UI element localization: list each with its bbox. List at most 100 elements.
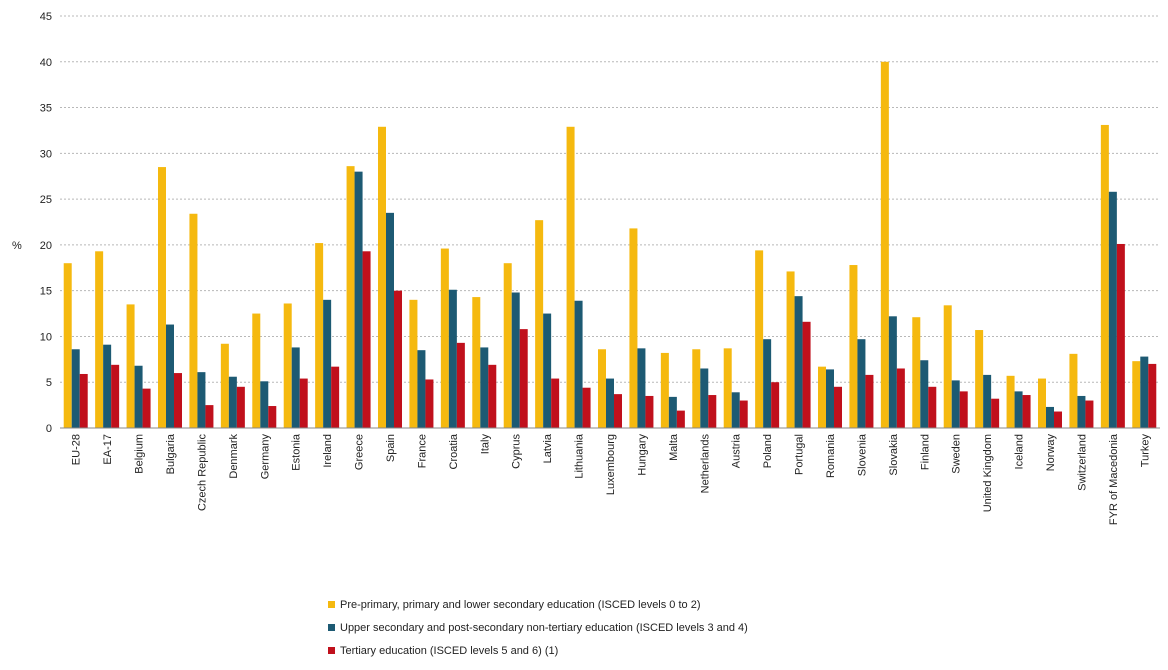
bar xyxy=(315,243,324,428)
legend-swatch-icon xyxy=(328,624,335,631)
bar xyxy=(1132,361,1141,428)
x-tick-label: Ireland xyxy=(322,434,334,468)
bar xyxy=(975,330,984,428)
bar xyxy=(417,350,426,428)
bar xyxy=(857,339,866,428)
bar xyxy=(1108,191,1117,428)
bar xyxy=(166,324,174,428)
x-tick-label: EU-28 xyxy=(71,434,83,465)
bar xyxy=(503,263,512,428)
bar xyxy=(346,166,355,428)
bar xyxy=(174,373,182,428)
x-tick-label: Turkey xyxy=(1139,434,1151,468)
bar xyxy=(1054,411,1062,428)
bar xyxy=(1046,406,1054,428)
bar xyxy=(189,213,198,428)
bar xyxy=(543,313,552,428)
y-tick-label: 10 xyxy=(40,331,52,343)
bar xyxy=(519,329,528,428)
bar xyxy=(448,289,457,428)
y-tick-label: 45 xyxy=(40,11,52,23)
legend-item-lower-secondary: Pre-primary, primary and lower secondary… xyxy=(328,597,748,612)
bar xyxy=(134,365,143,428)
x-tick-label: Malta xyxy=(668,433,680,461)
bar xyxy=(614,394,622,428)
bar xyxy=(637,348,646,428)
y-tick-label: 40 xyxy=(40,57,52,69)
bar xyxy=(126,304,135,428)
bar xyxy=(951,380,960,428)
bar xyxy=(535,220,544,428)
bar xyxy=(299,378,308,428)
x-tick-label: Netherlands xyxy=(699,434,711,494)
x-tick-label: Bulgaria xyxy=(165,433,177,474)
bar xyxy=(440,248,449,428)
legend-label: Tertiary education (ISCED levels 5 and 6… xyxy=(340,644,559,657)
bar xyxy=(362,251,371,428)
bar xyxy=(880,61,889,429)
bar xyxy=(158,167,166,429)
x-tick-label: Iceland xyxy=(1014,434,1026,469)
x-tick-label: FYR of Macedonia xyxy=(1108,433,1120,525)
bar xyxy=(802,321,811,428)
legend-label: Upper secondary and post-secondary non-t… xyxy=(340,621,748,634)
bar xyxy=(771,382,780,428)
x-tick-label: Estonia xyxy=(291,433,303,471)
x-tick-label: Greece xyxy=(354,434,366,470)
x-tick-label: Slovakia xyxy=(888,433,900,475)
bar xyxy=(849,265,858,428)
x-tick-label: Italy xyxy=(479,434,491,455)
bar xyxy=(723,348,732,428)
bar xyxy=(551,378,560,428)
bar xyxy=(826,369,834,428)
bar xyxy=(991,398,1000,428)
bar xyxy=(755,250,764,428)
legend-swatch-icon xyxy=(328,601,335,608)
bar xyxy=(354,171,363,428)
bar xyxy=(1006,375,1015,428)
x-tick-label: Portugal xyxy=(794,434,806,475)
bar xyxy=(331,366,340,428)
x-tick-label: Czech Republic xyxy=(196,434,208,512)
bar xyxy=(1022,395,1031,428)
x-tick-label: Cyprus xyxy=(511,434,523,469)
bar xyxy=(1014,391,1023,428)
x-tick-label: Croatia xyxy=(448,433,460,469)
bar xyxy=(943,305,952,428)
bar xyxy=(692,349,701,428)
bar xyxy=(676,410,685,428)
bar xyxy=(103,344,112,428)
bar xyxy=(928,386,937,428)
legend-item-upper-secondary: Upper secondary and post-secondary non-t… xyxy=(328,620,748,635)
bar xyxy=(645,395,654,428)
gridlines xyxy=(60,15,1160,383)
bar xyxy=(79,373,88,428)
x-tick-label: EA-17 xyxy=(102,434,114,465)
x-tick-label: Austria xyxy=(731,433,743,468)
y-tick-label: 30 xyxy=(40,148,52,160)
bar xyxy=(252,313,261,428)
bar xyxy=(394,290,402,428)
bar xyxy=(472,297,481,428)
bar xyxy=(142,388,151,428)
legend-label: Pre-primary, primary and lower secondary… xyxy=(340,598,701,611)
bar xyxy=(865,374,874,428)
bar xyxy=(1038,378,1046,428)
x-tick-label: Belgium xyxy=(134,434,146,474)
bar xyxy=(1077,395,1086,428)
bar xyxy=(912,317,921,428)
bar xyxy=(834,386,842,428)
bar xyxy=(205,405,214,428)
bar xyxy=(425,379,434,428)
bar xyxy=(291,347,300,428)
x-tick-label: Finland xyxy=(919,434,931,470)
x-tick-label: Germany xyxy=(259,434,271,480)
legend-item-tertiary: Tertiary education (ISCED levels 5 and 6… xyxy=(328,643,748,658)
y-axis-label: % xyxy=(12,240,22,252)
bar xyxy=(386,212,394,428)
y-tick-label: 20 xyxy=(40,240,52,252)
y-tick-label: 35 xyxy=(40,103,52,115)
bar xyxy=(983,374,992,428)
x-tick-label: Poland xyxy=(762,434,774,468)
bar xyxy=(1069,353,1078,428)
